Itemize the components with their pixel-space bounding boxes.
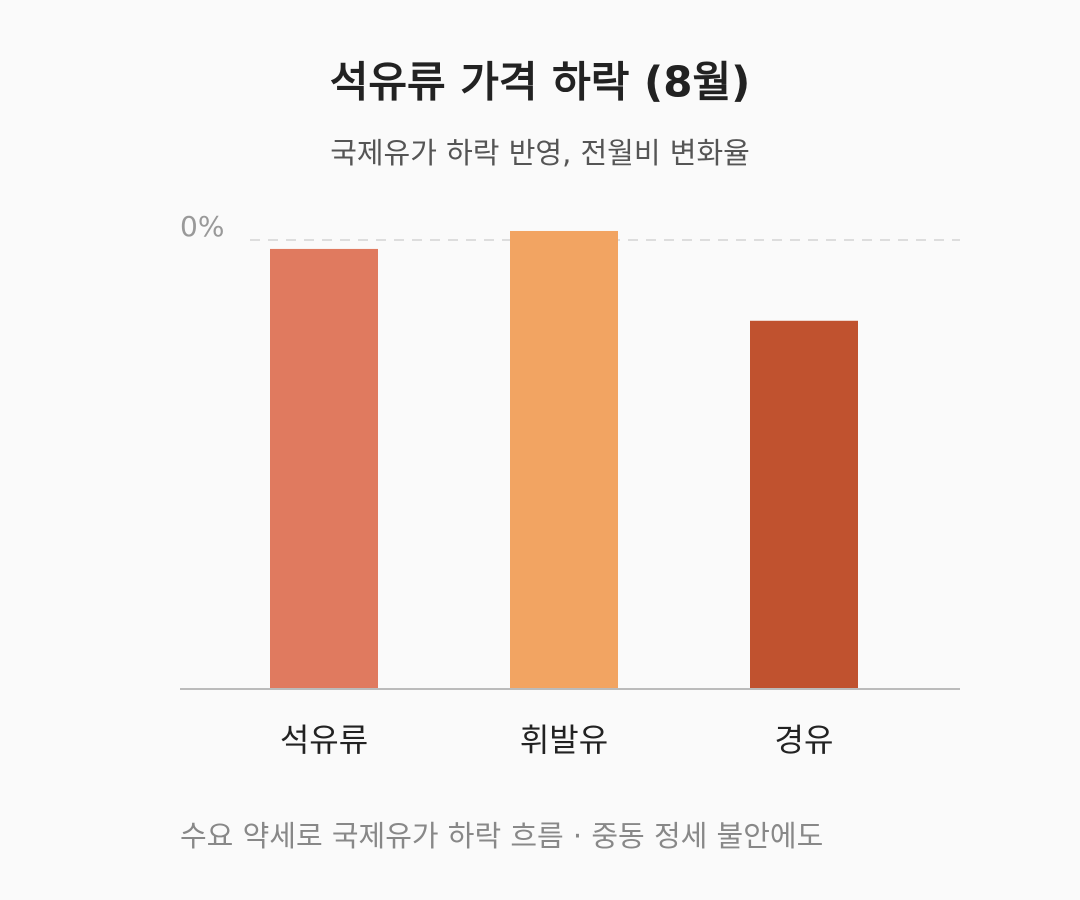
x-tick-label: 휘발유 bbox=[520, 721, 608, 759]
chart-note: 수요 약세로 국제유가 하락 흐름 · 중동 정세 불안에도 bbox=[180, 819, 823, 853]
x-tick-label: 석유류 bbox=[280, 721, 368, 759]
bar bbox=[510, 230, 618, 689]
bar bbox=[750, 320, 858, 689]
x-tick-label: 경유 bbox=[775, 721, 834, 759]
y-tick-label: 0% bbox=[180, 210, 224, 243]
chart-title: 석유류 가격 하락 (8월) bbox=[330, 58, 751, 107]
bar bbox=[270, 248, 378, 689]
chart-subtitle: 국제유가 하락 반영, 전월비 변화율 bbox=[330, 136, 750, 170]
